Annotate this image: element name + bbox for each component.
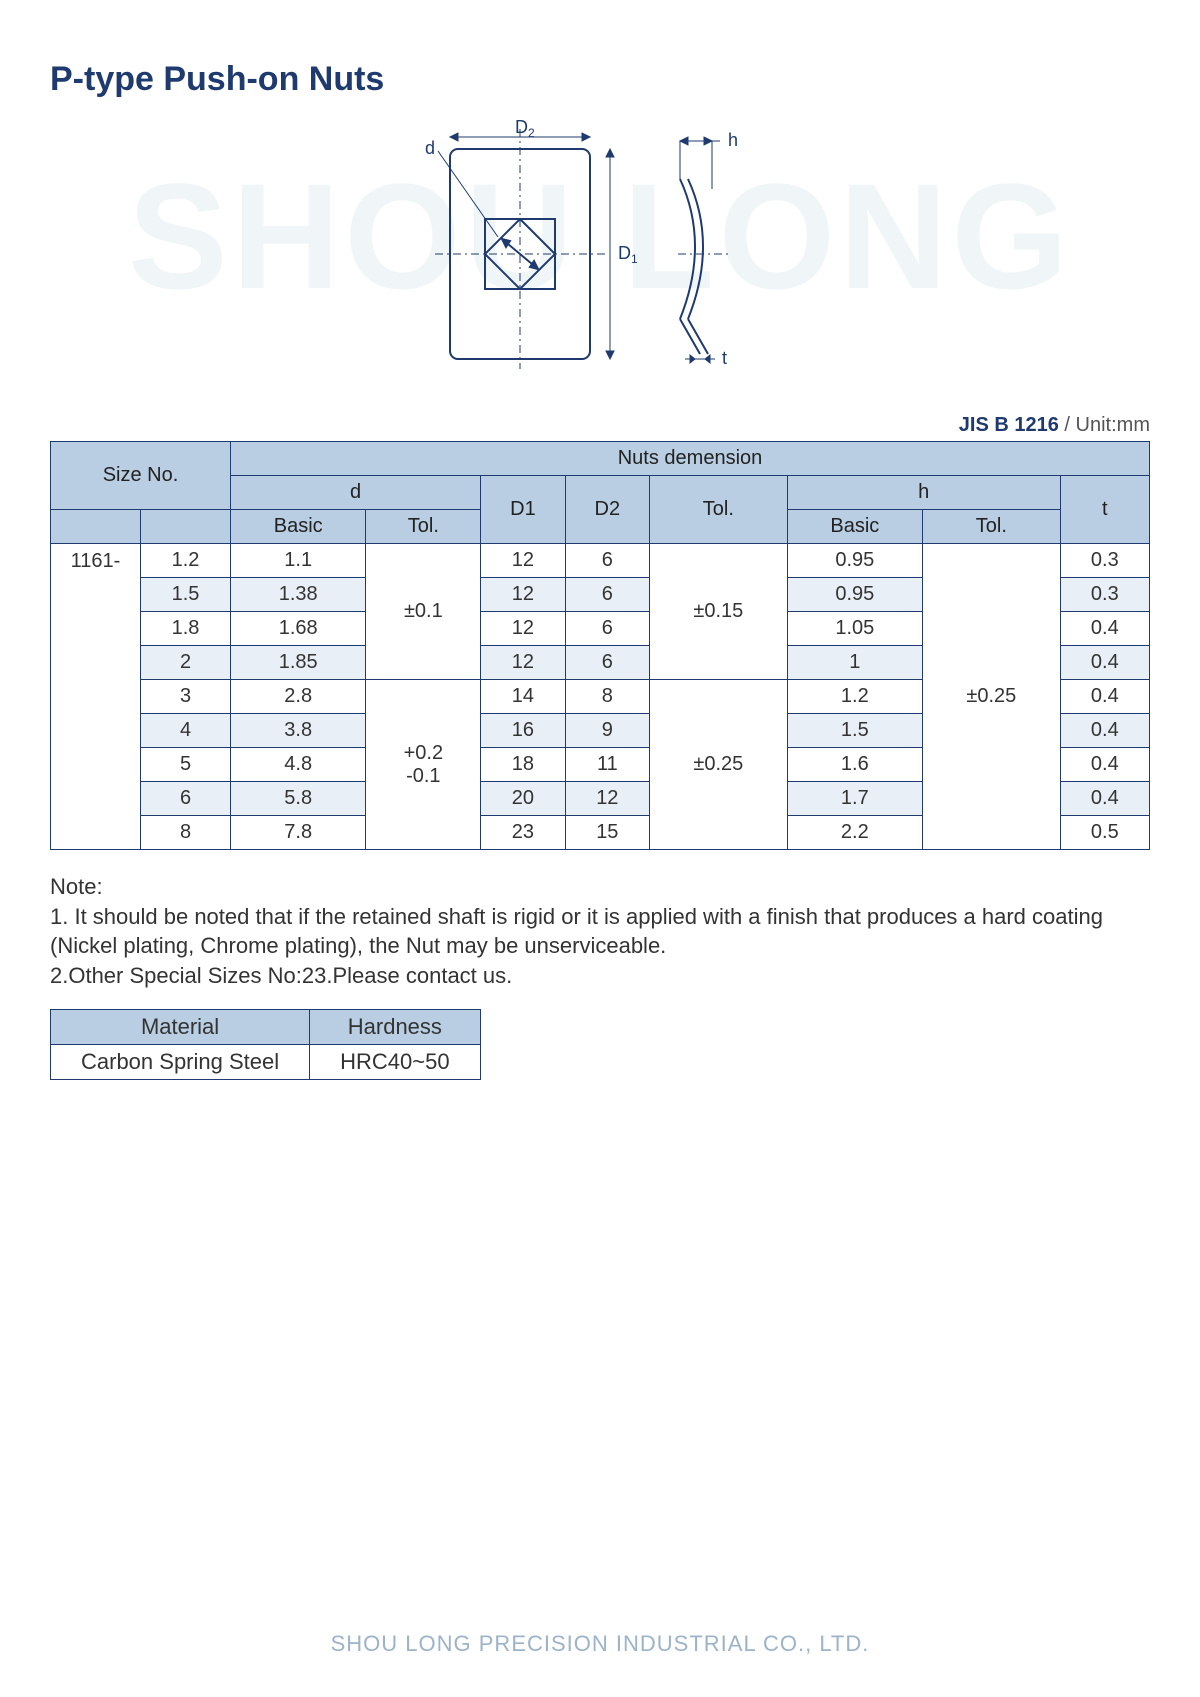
cell-d-basic: 3.8 (231, 714, 366, 748)
material-table: Material Hardness Carbon Spring Steel HR… (50, 1009, 481, 1080)
cell-d-basic: 1.38 (231, 578, 366, 612)
cell-d-basic: 4.8 (231, 748, 366, 782)
cell-d-basic: 5.8 (231, 782, 366, 816)
cell-t: 0.3 (1060, 578, 1149, 612)
cell-t: 0.3 (1060, 544, 1149, 578)
svg-text:d: d (425, 138, 435, 158)
cell-d1: 20 (481, 782, 565, 816)
dimension-table: Size No. Nuts demension d D1 D2 Tol. h t… (50, 441, 1150, 850)
cell-d1: 12 (481, 612, 565, 646)
cell-tol-2: ±0.25 (650, 680, 788, 850)
svg-text:D1: D1 (618, 243, 638, 266)
cell-h-basic: 1.7 (787, 782, 922, 816)
standard-code: JIS B 1216 (959, 414, 1059, 436)
cell-d1: 12 (481, 544, 565, 578)
cell-d2: 6 (565, 578, 649, 612)
cell-size: 1.2 (141, 544, 231, 578)
cell-h-basic: 1.6 (787, 748, 922, 782)
cell-size: 5 (141, 748, 231, 782)
cell-d-basic: 1.68 (231, 612, 366, 646)
cell-d1: 14 (481, 680, 565, 714)
svg-text:h: h (728, 130, 738, 150)
cell-h-basic: 0.95 (787, 544, 922, 578)
standard-unit: / Unit:mm (1059, 414, 1150, 436)
th-material: Material (51, 1009, 310, 1044)
standard-label: JIS B 1216 / Unit:mm (50, 414, 1150, 437)
note-title: Note: (50, 872, 1150, 902)
th-d-tol: Tol. (366, 510, 481, 544)
cell-d2: 8 (565, 680, 649, 714)
footer-company: SHOU LONG PRECISION INDUSTRIAL CO., LTD. (0, 1631, 1200, 1657)
cell-d2: 15 (565, 816, 649, 850)
th-h: h (787, 476, 1060, 510)
cell-size: 1.8 (141, 612, 231, 646)
cell-d-basic: 2.8 (231, 680, 366, 714)
cell-d-basic: 1.85 (231, 646, 366, 680)
cell-t: 0.4 (1060, 714, 1149, 748)
cell-h-basic: 2.2 (787, 816, 922, 850)
cell-d1: 12 (481, 578, 565, 612)
cell-t: 0.4 (1060, 646, 1149, 680)
cell-d1: 23 (481, 816, 565, 850)
cell-d-tol-2: +0.2-0.1 (366, 680, 481, 850)
cell-size: 6 (141, 782, 231, 816)
table-row: 1161-1.21.1±0.1126±0.150.95±0.250.3 (51, 544, 1150, 578)
cell-d2: 6 (565, 646, 649, 680)
th-d1: D1 (481, 476, 565, 544)
th-t: t (1060, 476, 1149, 544)
technical-diagram: D2 d D1 (50, 119, 1150, 384)
cell-tol-1: ±0.15 (650, 544, 788, 680)
th-d2: D2 (565, 476, 649, 544)
th-blank1 (51, 510, 141, 544)
cell-h-basic: 1 (787, 646, 922, 680)
cell-t: 0.4 (1060, 680, 1149, 714)
cell-t: 0.4 (1060, 782, 1149, 816)
th-nuts-dimension: Nuts demension (231, 442, 1150, 476)
td-material: Carbon Spring Steel (51, 1044, 310, 1079)
cell-d1: 16 (481, 714, 565, 748)
cell-h-basic: 1.5 (787, 714, 922, 748)
th-hardness: Hardness (310, 1009, 480, 1044)
cell-d2: 11 (565, 748, 649, 782)
cell-size: 2 (141, 646, 231, 680)
cell-h-basic: 1.2 (787, 680, 922, 714)
svg-text:t: t (722, 348, 727, 368)
th-h-tol: Tol. (923, 510, 1061, 544)
cell-size: 8 (141, 816, 231, 850)
cell-d2: 6 (565, 612, 649, 646)
cell-d1: 12 (481, 646, 565, 680)
th-blank2 (141, 510, 231, 544)
cell-t: 0.5 (1060, 816, 1149, 850)
cell-t: 0.4 (1060, 612, 1149, 646)
note-line-1: 1. It should be noted that if the retain… (50, 902, 1150, 961)
th-tol: Tol. (650, 476, 788, 544)
th-d: d (231, 476, 481, 510)
cell-t: 0.4 (1060, 748, 1149, 782)
note-line-2: 2.Other Special Sizes No:23.Please conta… (50, 961, 1150, 991)
cell-d-basic: 1.1 (231, 544, 366, 578)
cell-d2: 12 (565, 782, 649, 816)
series-prefix: 1161- (51, 544, 141, 850)
th-d-basic: Basic (231, 510, 366, 544)
cell-size: 3 (141, 680, 231, 714)
cell-size: 4 (141, 714, 231, 748)
cell-d-tol-1: ±0.1 (366, 544, 481, 680)
th-size-no: Size No. (51, 442, 231, 510)
cell-h-basic: 0.95 (787, 578, 922, 612)
page-title: P-type Push-on Nuts (50, 60, 1150, 99)
cell-h-basic: 1.05 (787, 612, 922, 646)
cell-d2: 6 (565, 544, 649, 578)
cell-d2: 9 (565, 714, 649, 748)
cell-h-tol: ±0.25 (923, 544, 1061, 850)
svg-text:D2: D2 (515, 119, 535, 140)
cell-size: 1.5 (141, 578, 231, 612)
cell-d1: 18 (481, 748, 565, 782)
note-block: Note: 1. It should be noted that if the … (50, 872, 1150, 991)
th-h-basic: Basic (787, 510, 922, 544)
cell-d-basic: 7.8 (231, 816, 366, 850)
td-hardness: HRC40~50 (310, 1044, 480, 1079)
